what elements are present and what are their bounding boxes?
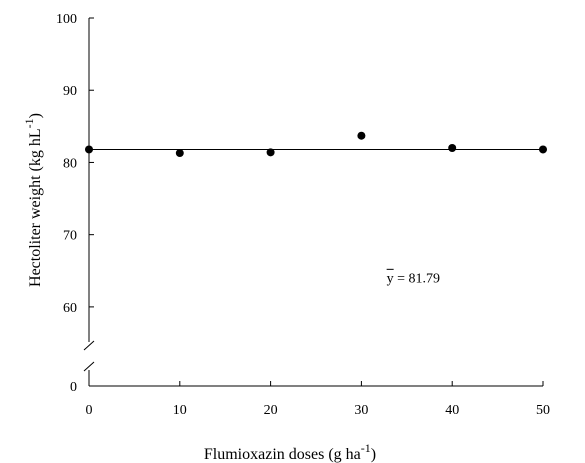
x-axis-title: Flumioxazin doses (g ha-1) <box>204 441 376 463</box>
y-tick-label: 100 <box>56 12 77 27</box>
x-tick-label: 50 <box>536 403 550 418</box>
ticks: 0 60 70 80 90 100 0 10 20 30 40 50 <box>56 12 550 418</box>
data-points <box>85 131 547 158</box>
data-point <box>448 144 457 152</box>
x-tick-label: 10 <box>173 403 187 418</box>
x-tick-label: 20 <box>264 403 278 418</box>
mean-symbol: y <box>387 271 394 286</box>
x-tick-label: 0 <box>86 403 93 418</box>
y-tick-label: 70 <box>63 229 77 244</box>
data-point <box>175 149 184 158</box>
y-tick-label: 60 <box>63 301 77 316</box>
mean-value: = 81.79 <box>394 271 440 286</box>
axis-break-mark-bottom <box>83 361 95 372</box>
data-point <box>539 145 547 154</box>
axes <box>83 18 543 387</box>
x-tick-label: 30 <box>354 403 368 418</box>
data-point <box>266 148 275 157</box>
data-point <box>357 131 366 140</box>
y-axis-title: Hectoliter weight (kg hL-1) <box>22 113 44 287</box>
mean-annotation: y = 81.79 <box>386 268 440 286</box>
y-tick-label: 80 <box>63 156 77 171</box>
axis-break-mark-top <box>83 340 95 351</box>
y-tick-label: 90 <box>63 84 77 99</box>
y-tick-label: 0 <box>70 380 77 395</box>
x-tick-label: 40 <box>445 403 459 418</box>
data-point <box>85 145 93 154</box>
mean-annotation-text: y = 81.79 <box>387 271 440 286</box>
